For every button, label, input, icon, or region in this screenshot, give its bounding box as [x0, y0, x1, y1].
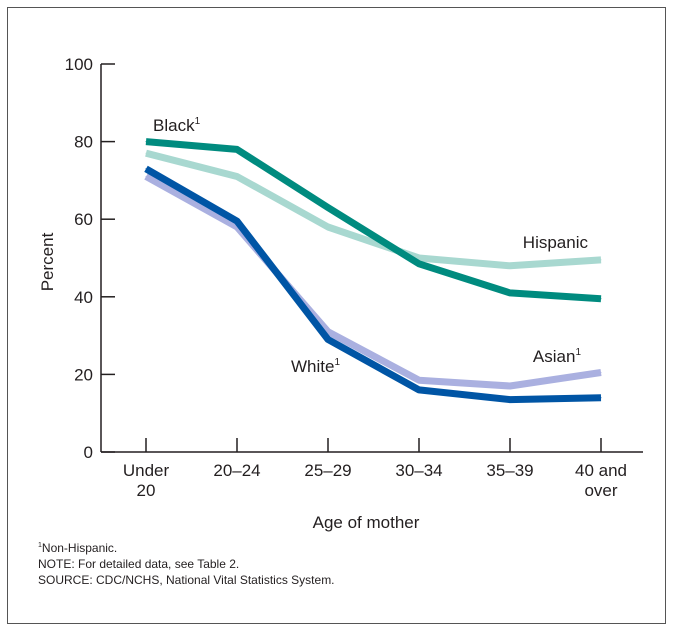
chart-notes: 1Non-Hispanic. NOTE: For detailed data, …: [38, 538, 335, 588]
data-point-black: [236, 148, 238, 150]
figure-frame: [7, 7, 666, 624]
y-tick-label: 60: [74, 210, 93, 229]
x-tick-label: 30–34: [395, 461, 442, 480]
series-name: White: [291, 357, 334, 376]
source-text: SOURCE: CDC/NCHS, National Vital Statist…: [38, 573, 335, 587]
data-point-hispanic: [145, 152, 147, 154]
data-point-black: [327, 207, 329, 209]
y-axis-label: Percent: [38, 232, 57, 291]
data-point-asian: [600, 372, 602, 373]
series-name: Black: [153, 116, 195, 135]
data-point-hispanic: [509, 265, 511, 267]
x-axis-label: Age of mother: [313, 513, 420, 532]
y-tick-label: 100: [65, 55, 93, 74]
data-point-asian: [145, 176, 147, 177]
footnote: 1Non-Hispanic.: [38, 538, 335, 556]
x-tick-label: 20–24: [213, 461, 260, 480]
note-text: NOTE: For detailed data, see Table 2.: [38, 557, 240, 571]
y-tick-label: 40: [74, 288, 93, 307]
series-line-black: [145, 138, 602, 303]
data-point-black: [418, 263, 420, 265]
series-label-hispanic: Hispanic: [523, 233, 589, 252]
series-footnote-marker: 1: [334, 357, 340, 368]
x-tick-label: 35–39: [486, 461, 533, 480]
data-point-black: [509, 292, 511, 294]
x-tick-label-line2: 20: [137, 481, 156, 500]
footnote-marker: 1: [38, 542, 42, 549]
series-line-hispanic: [145, 149, 602, 270]
data-point-white: [236, 220, 238, 222]
y-tick-label: 0: [84, 443, 93, 462]
x-tick-label-line2: over: [584, 481, 617, 500]
data-point-hispanic: [327, 226, 329, 228]
data-point-black: [145, 141, 147, 143]
data-point-white: [327, 339, 329, 340]
series-label-asian: Asian1: [533, 347, 582, 366]
series-footnote-marker: 1: [195, 116, 201, 127]
data-point-hispanic: [418, 257, 420, 259]
data-point-white: [600, 397, 602, 399]
data-point-white: [418, 389, 420, 391]
y-tick-label: 80: [74, 133, 93, 152]
data-point-hispanic: [600, 259, 602, 261]
x-tick-label: 25–29: [304, 461, 351, 480]
series-layer: [144, 138, 602, 404]
series-label-white: White1: [291, 357, 340, 376]
data-point-asian: [418, 379, 420, 381]
y-tick-label: 20: [74, 365, 93, 384]
data-point-black: [600, 298, 602, 300]
series-label-black: Black1: [153, 116, 201, 135]
x-tick-label: Under: [123, 461, 170, 480]
series-line-white: [144, 165, 602, 404]
data-point-white: [145, 168, 147, 170]
data-point-asian: [327, 331, 329, 333]
footnote-text: Non-Hispanic.: [41, 541, 118, 555]
data-point-white: [509, 399, 511, 401]
series-name: Hispanic: [523, 233, 589, 252]
series-footnote-marker: 1: [575, 347, 581, 358]
series-line-asian: [144, 173, 602, 390]
data-point-hispanic: [236, 176, 238, 177]
series-name: Asian: [533, 347, 576, 366]
data-point-asian: [509, 385, 511, 387]
x-tick-label: 40 and: [575, 461, 627, 480]
